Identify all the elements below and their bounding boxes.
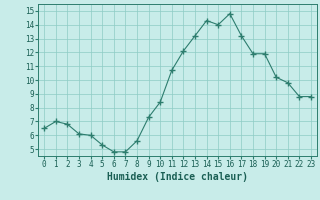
X-axis label: Humidex (Indice chaleur): Humidex (Indice chaleur) [107, 172, 248, 182]
